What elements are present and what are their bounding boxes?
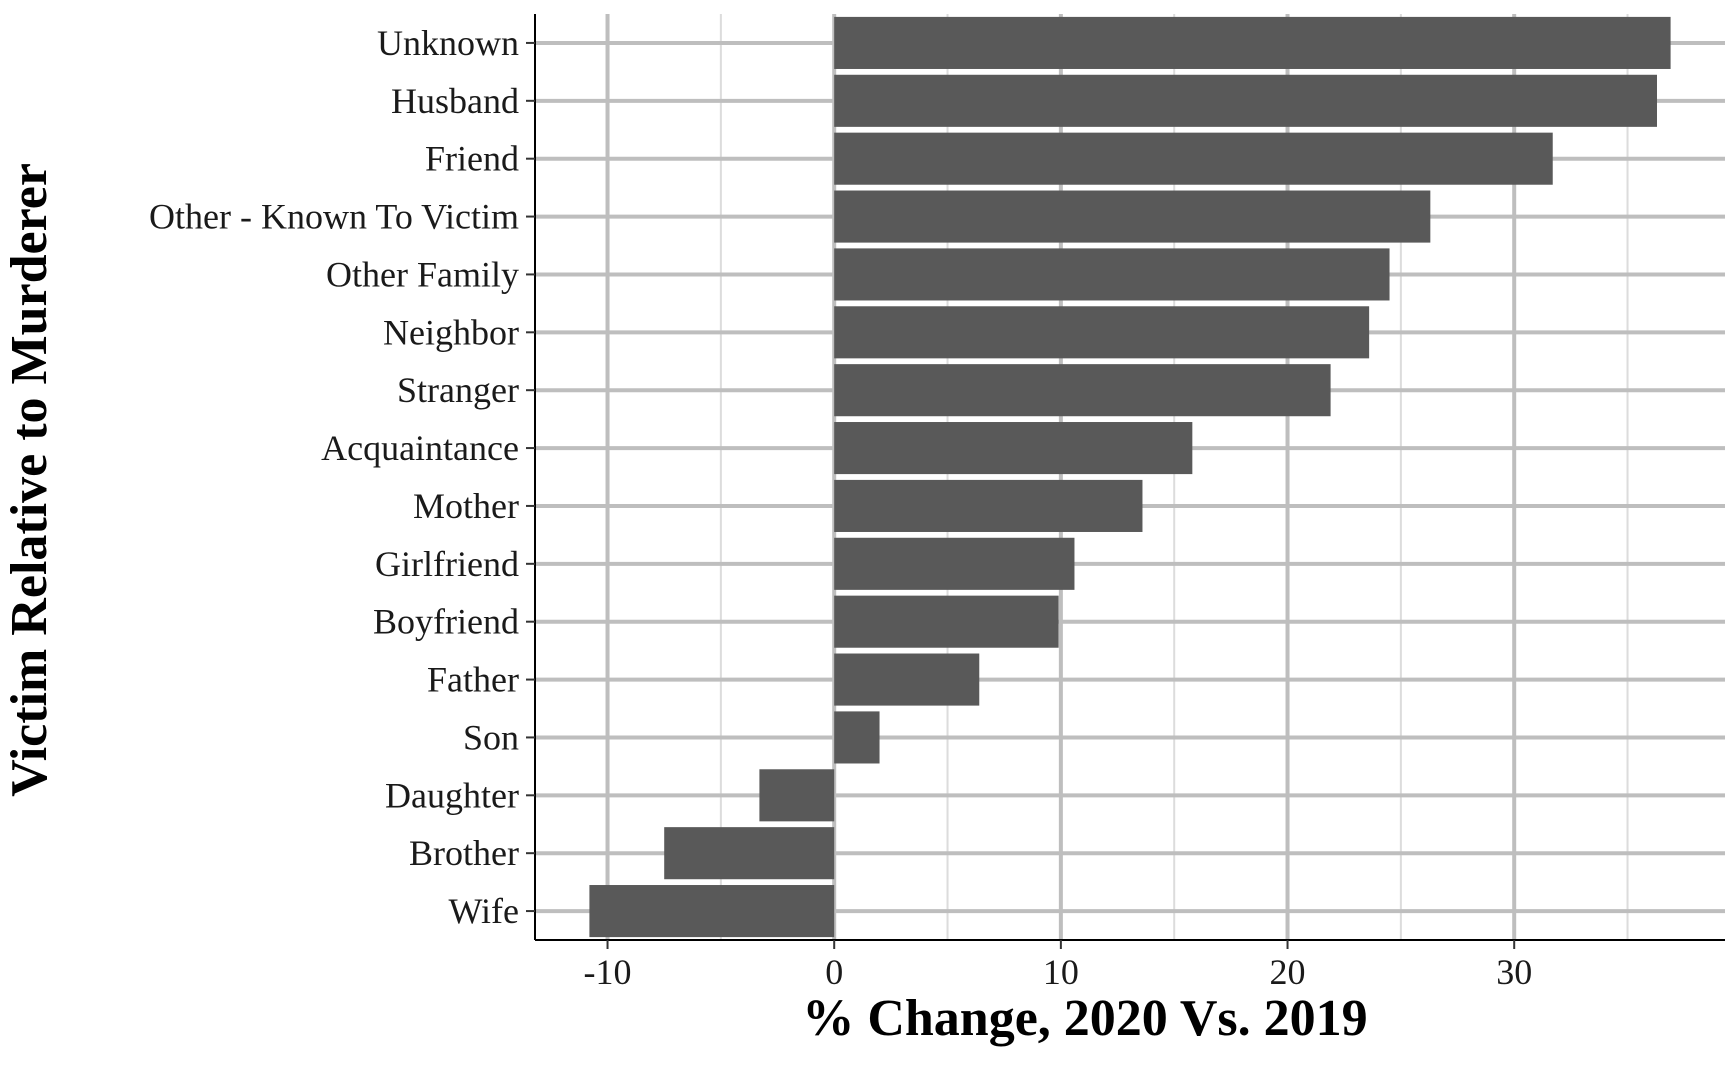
bar-unknown xyxy=(834,16,1671,69)
y-tick-labels: Unknown Husband Friend Other - Known To Vic… xyxy=(149,23,519,931)
y-tick-label: Father xyxy=(427,660,519,700)
bar-father xyxy=(834,653,980,706)
y-tick-label: Boyfriend xyxy=(373,602,519,642)
y-tick-label: Other - Known To Victim xyxy=(149,197,519,237)
y-tick-label: Girlfriend xyxy=(375,544,519,584)
bar-son xyxy=(834,711,880,764)
x-axis-title: % Change, 2020 Vs. 2019 xyxy=(802,990,1367,1047)
y-tick-label: Husband xyxy=(391,81,519,121)
bar-daughter xyxy=(759,769,835,822)
y-tick-label: Acquaintance xyxy=(321,428,519,468)
bar-mother xyxy=(834,479,1143,532)
y-tick-label: Son xyxy=(463,717,519,757)
y-tick-label: Brother xyxy=(409,833,519,873)
y-axis-title: Victim Relative to Murderer xyxy=(1,163,58,797)
y-tick-label: Wife xyxy=(448,891,519,931)
x-tick-labels: -10 0 10 20 30 xyxy=(584,952,1533,992)
x-tick-label: 30 xyxy=(1496,952,1532,992)
y-tick-label: Friend xyxy=(425,139,519,179)
bar-friend xyxy=(834,132,1553,185)
bar-husband xyxy=(834,74,1657,127)
bars xyxy=(589,16,1671,938)
x-tick-label: 0 xyxy=(825,952,843,992)
x-tick-label: 10 xyxy=(1043,952,1079,992)
y-tick-label: Neighbor xyxy=(383,312,519,352)
y-tick-label: Mother xyxy=(413,486,519,526)
y-tick-label: Stranger xyxy=(397,370,519,410)
bar-acquaintance xyxy=(834,422,1193,475)
bar-brother xyxy=(664,827,835,880)
bar-neighbor xyxy=(834,306,1370,359)
bar-boyfriend xyxy=(834,595,1059,648)
y-tick-label: Other Family xyxy=(326,254,519,294)
y-tick-label: Unknown xyxy=(377,23,519,63)
x-tick-label: -10 xyxy=(584,952,632,992)
bar-girlfriend xyxy=(834,537,1075,590)
axes xyxy=(526,14,1725,949)
bar-other-known-to-victim xyxy=(834,190,1431,243)
bar-stranger xyxy=(834,364,1331,417)
bar-other-family xyxy=(834,248,1390,301)
bar-wife xyxy=(589,885,835,938)
x-tick-label: 20 xyxy=(1270,952,1306,992)
y-tick-label: Daughter xyxy=(385,775,519,815)
